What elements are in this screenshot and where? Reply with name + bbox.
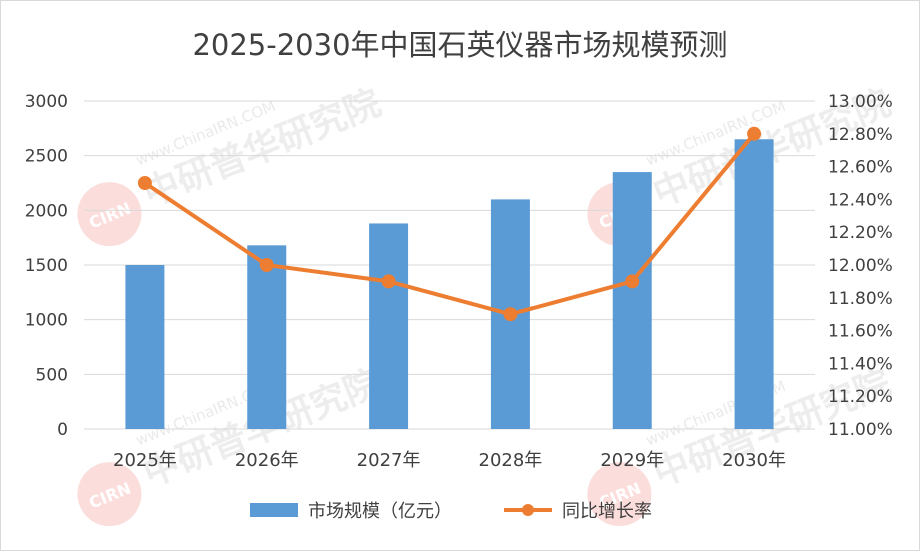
right-tick-label: 12.20% (828, 223, 893, 243)
x-tick-label: 2026年 (235, 450, 299, 471)
line-point (259, 258, 274, 272)
x-tick-label: 2027年 (357, 450, 421, 471)
right-tick-label: 12.80% (828, 125, 893, 145)
bar (247, 245, 287, 429)
left-tick-label: 1500 (25, 256, 68, 276)
right-tick-label: 11.40% (828, 354, 893, 374)
x-tick-label: 2025年 (113, 450, 177, 471)
x-tick-label: 2028年 (479, 450, 543, 471)
legend-line-label: 同比增长率 (562, 501, 652, 522)
left-axis: 0 500 1000 1500 2000 2500 3000 (25, 92, 68, 440)
left-tick-label: 2500 (25, 147, 68, 167)
line-point (503, 307, 518, 322)
left-tick-label: 500 (36, 365, 68, 385)
legend: 市场规模（亿元） 同比增长率 (250, 501, 652, 522)
line-point (137, 176, 152, 190)
legend-bar-swatch (250, 503, 298, 517)
left-tick-label: 3000 (25, 92, 68, 112)
line-series (137, 126, 762, 322)
line-point (625, 274, 640, 289)
bar (125, 265, 165, 429)
line-point (747, 126, 762, 141)
bar (734, 139, 774, 429)
left-tick-label: 1000 (25, 311, 68, 331)
right-tick-label: 11.00% (828, 420, 893, 440)
left-tick-label: 0 (57, 420, 68, 440)
line-point (381, 274, 396, 289)
legend-bar-label: 市场规模（亿元） (308, 501, 452, 522)
chart-title: 2025-2030年中国石英仪器市场规模预测 (192, 28, 727, 62)
x-axis: 2025年 2026年 2027年 2028年 2029年 2030年 (113, 450, 786, 471)
right-tick-label: 13.00% (828, 92, 893, 112)
growth-line (143, 132, 756, 317)
right-tick-label: 11.60% (828, 322, 893, 342)
watermark-logo-icon (587, 462, 652, 527)
watermark-logo-icon (77, 182, 142, 247)
right-tick-label: 12.40% (828, 190, 893, 210)
bar (612, 172, 652, 430)
right-axis: 11.00% 11.20% 11.40% 11.60% 11.80% 12.00% 12.2… (828, 92, 893, 440)
left-tick-label: 2000 (25, 201, 68, 221)
gridlines (84, 100, 815, 430)
watermark-logo-icon (77, 462, 142, 527)
right-tick-label: 12.60% (828, 158, 893, 178)
bar-series (125, 139, 774, 430)
right-tick-label: 11.80% (828, 289, 893, 309)
x-tick-label: 2029年 (600, 450, 664, 471)
legend-line-marker (522, 504, 534, 516)
right-tick-label: 11.20% (828, 387, 893, 407)
bar (369, 223, 409, 429)
right-tick-label: 12.00% (828, 256, 893, 276)
x-tick-label: 2030年 (722, 450, 786, 471)
